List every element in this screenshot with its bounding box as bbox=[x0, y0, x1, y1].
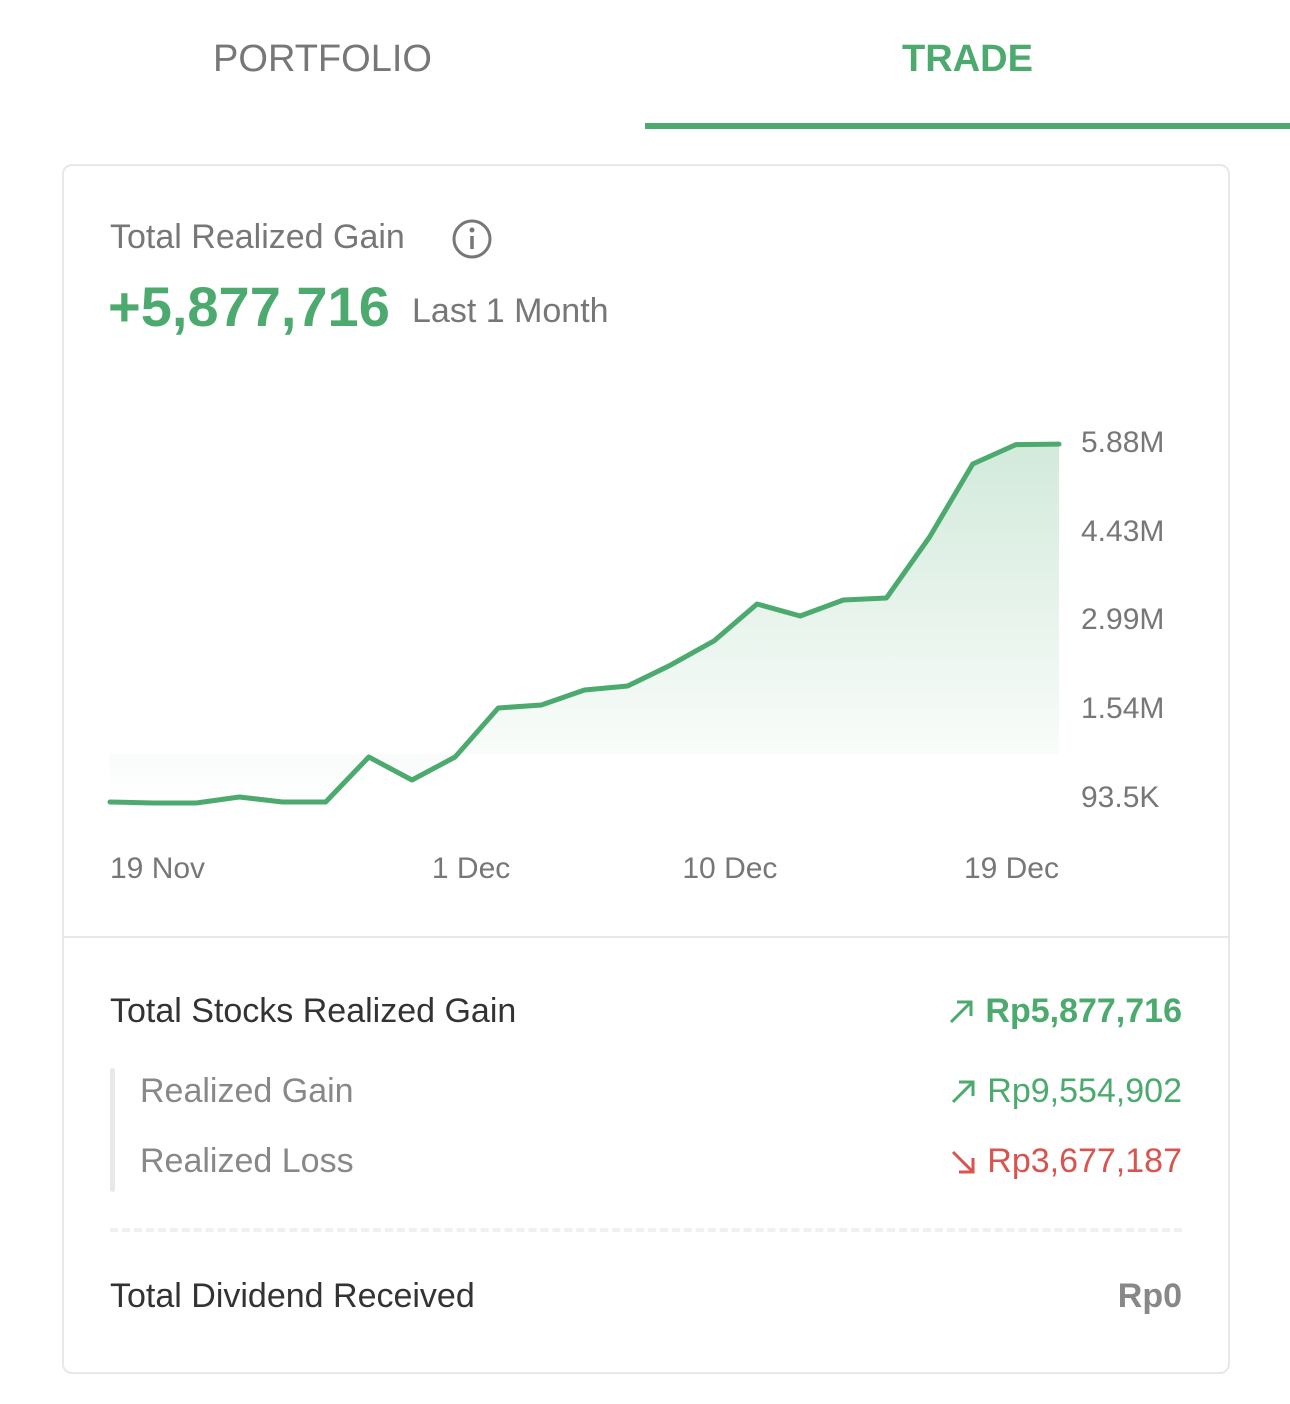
y-tick-label: 2.99M bbox=[1081, 603, 1164, 636]
up-arrow bbox=[950, 1000, 973, 1023]
down-arrow bbox=[952, 1150, 975, 1173]
card: Total Realized Gain +5,877,716 Last 1 Mo… bbox=[62, 164, 1230, 1374]
value: Rp3,677,187 bbox=[987, 1142, 1182, 1180]
loss-row: Realized Loss Rp3,677,187 bbox=[140, 1142, 1182, 1181]
chart: Total Realized Gain +5,877,716 Last 1 Mo… bbox=[107, 218, 1164, 885]
y-tick-label: 1.54M bbox=[1081, 692, 1164, 725]
up-arrow bbox=[952, 1080, 975, 1103]
x-tick-label: 19 Nov bbox=[110, 852, 205, 885]
label: Realized Gain bbox=[140, 1072, 354, 1110]
trade-tab[interactable]: TRADE bbox=[902, 38, 1033, 80]
portfolio-tab[interactable]: PORTFOLIO bbox=[213, 38, 432, 80]
x-tick-label: 1 Dec bbox=[432, 852, 510, 885]
title: Total Realized Gain bbox=[110, 218, 405, 256]
y-tick-label: 4.43M bbox=[1081, 515, 1164, 548]
y-tick-label: 93.5K bbox=[1081, 781, 1159, 814]
y-tick-label: 5.88M bbox=[1081, 426, 1164, 459]
label: Realized Loss bbox=[140, 1142, 354, 1180]
value: Rp9,554,902 bbox=[987, 1072, 1182, 1110]
x-tick-label: 19 Dec bbox=[964, 852, 1059, 885]
total-stocks-row: Total Stocks Realized Gain Rp5,877,716 bbox=[110, 992, 1182, 1031]
indent-bar bbox=[110, 1068, 115, 1192]
label: Total Dividend Received bbox=[110, 1277, 475, 1315]
value: Rp5,877,716 bbox=[985, 992, 1182, 1030]
dashed-separator bbox=[110, 1228, 1182, 1232]
total-value: +5,877,716 bbox=[108, 275, 390, 338]
x-tick-label: 10 Dec bbox=[682, 852, 777, 885]
value: Rp0 bbox=[1117, 1277, 1182, 1315]
gain-row: Realized Gain Rp9,554,902 bbox=[140, 1072, 1182, 1111]
period: Last 1 Month bbox=[412, 292, 609, 330]
tab-underline bbox=[645, 123, 1290, 129]
info-icon[interactable] bbox=[452, 219, 492, 259]
divider bbox=[64, 936, 1228, 938]
label: Total Stocks Realized Gain bbox=[110, 992, 517, 1030]
line bbox=[107, 441, 1062, 806]
area bbox=[110, 444, 1059, 804]
dividend-row: Total Dividend Received Rp0 bbox=[110, 1277, 1182, 1316]
